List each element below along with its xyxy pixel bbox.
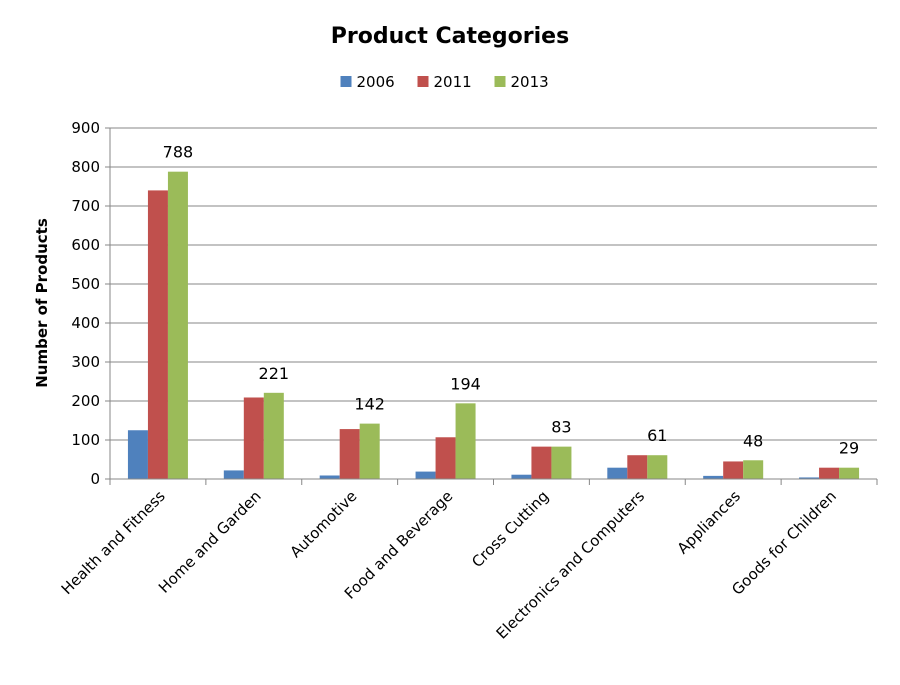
y-tick-label: 400 [71, 314, 100, 332]
x-tick-label: Automotive [286, 487, 360, 561]
bar-2006 [799, 477, 820, 479]
y-tick-label: 700 [71, 197, 100, 215]
bar-2011 [243, 397, 264, 479]
data-label: 29 [839, 439, 859, 458]
data-labels: 788 221 142 194 83 61 48 29 [163, 143, 860, 458]
bar-2006 [223, 470, 244, 479]
bar-2013 [455, 403, 476, 479]
data-label: 194 [450, 374, 481, 393]
axes [109, 128, 878, 485]
y-tick-label: 800 [71, 158, 100, 176]
y-tick-label: 900 [71, 119, 100, 137]
legend-swatch [494, 76, 506, 87]
y-axis-label: Number of Products [33, 218, 51, 388]
legend: 2006 2011 2013 [340, 73, 549, 91]
bar-2011 [723, 461, 744, 479]
bar-2006 [319, 475, 340, 479]
y-tick-label: 100 [71, 431, 100, 449]
chart-title: Product Categories [331, 24, 569, 49]
gridlines [110, 127, 877, 441]
x-tick-label: Home and Garden [155, 487, 265, 597]
y-tick-label: 500 [71, 275, 100, 293]
bar-2013 [839, 467, 860, 479]
legend-label: 2006 [357, 73, 395, 91]
bar-2013 [647, 455, 668, 479]
bar-2011 [147, 190, 168, 479]
y-tick-label: 300 [71, 353, 100, 371]
legend-label: 2011 [434, 73, 472, 91]
data-label: 48 [743, 431, 763, 450]
bar-2011 [531, 446, 552, 479]
data-label: 83 [551, 418, 571, 437]
x-tick-label: Health and Fitness [58, 487, 169, 598]
legend-swatch [340, 76, 352, 87]
legend-swatch [417, 76, 429, 87]
bar-2006 [703, 475, 724, 479]
bar-2011 [339, 429, 360, 479]
y-tick-label: 200 [71, 392, 100, 410]
bar-2013 [551, 446, 572, 479]
data-label: 221 [259, 364, 290, 383]
bar-2011 [435, 437, 456, 479]
bar-2013 [167, 171, 188, 479]
data-label: 788 [163, 143, 194, 162]
x-tick-label: Appliances [674, 487, 745, 558]
x-tick-label: Food and Beverage [341, 487, 457, 603]
bar-2011 [627, 455, 648, 479]
bar-2013 [743, 460, 764, 479]
bar-2006 [415, 471, 436, 479]
data-label: 61 [647, 426, 667, 445]
bar-2013 [263, 392, 284, 479]
y-tick-label: 600 [71, 236, 100, 254]
bars [127, 171, 860, 479]
bar-2006 [511, 474, 532, 479]
bar-2006 [127, 430, 148, 479]
legend-label: 2013 [511, 73, 549, 91]
bar-2011 [819, 467, 840, 479]
bar-2006 [607, 467, 628, 479]
data-label: 142 [354, 395, 385, 414]
y-axis-ticks: 0 100 200 300 400 500 600 700 800 900 [71, 119, 110, 488]
x-tick-label: Goods for Children [728, 487, 840, 599]
y-tick-label: 0 [90, 470, 100, 488]
bar-2013 [359, 423, 380, 479]
x-tick-label: Cross Cutting [468, 487, 552, 571]
